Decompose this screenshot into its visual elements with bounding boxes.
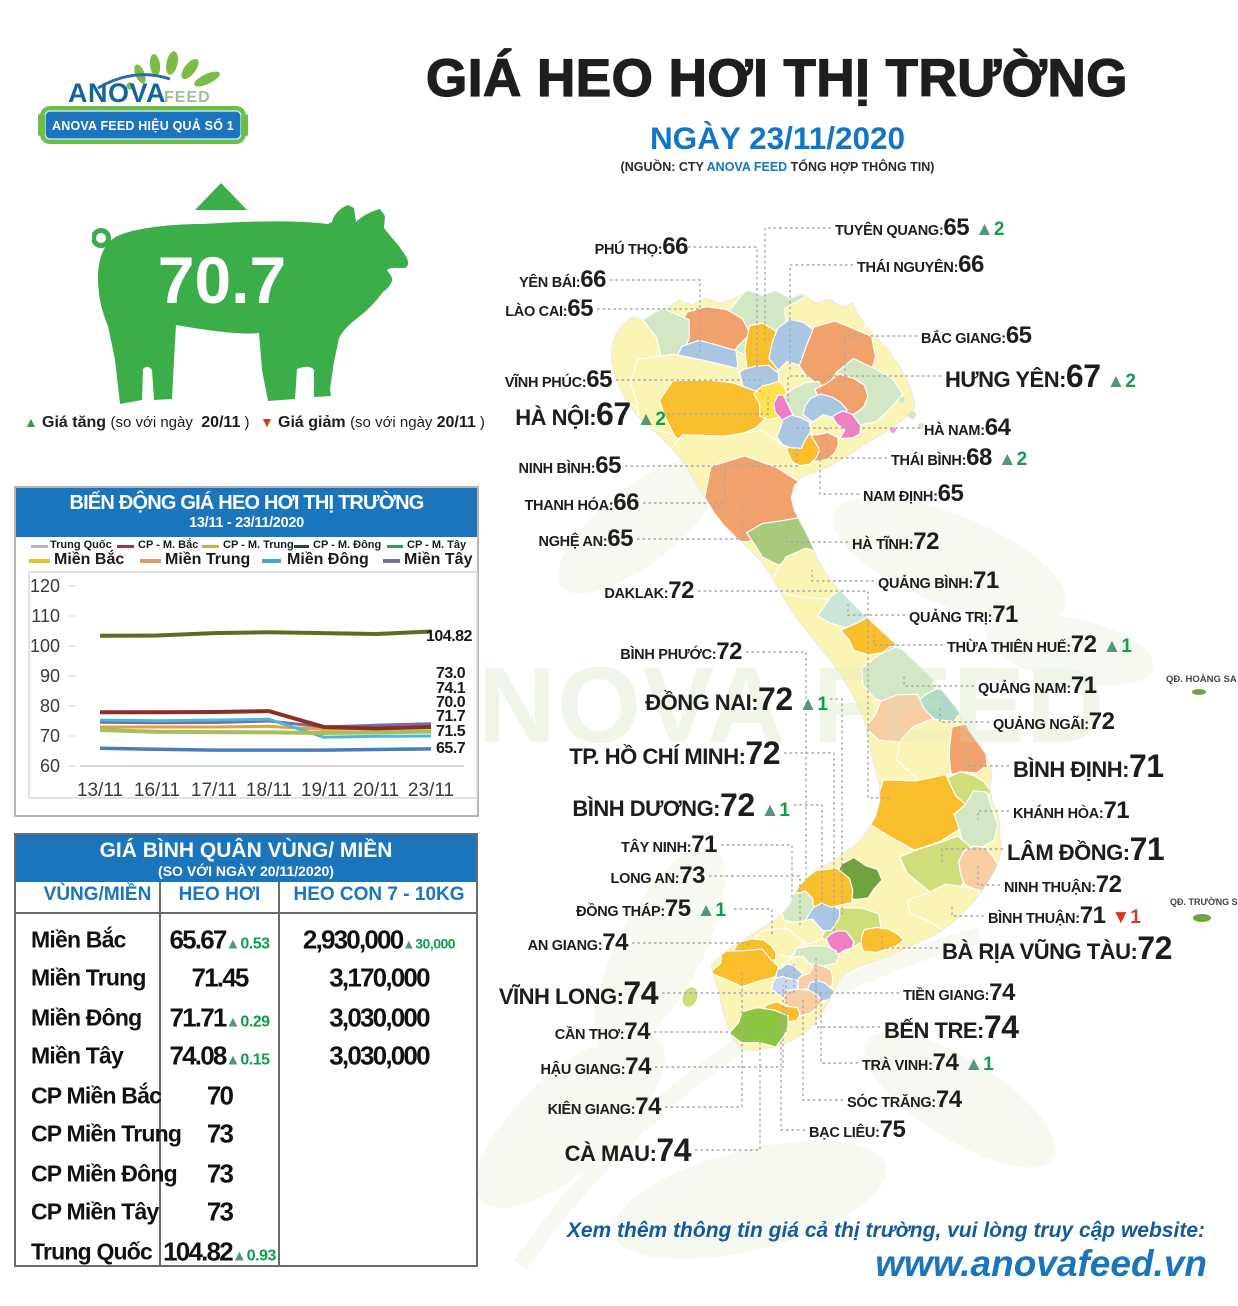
svg-text:18/11: 18/11 <box>246 780 292 801</box>
svg-text:90: 90 <box>40 666 60 686</box>
svg-text:NOVA FEED: NOVA FEED <box>478 644 1105 765</box>
svg-text:73.0: 73.0 <box>436 665 466 682</box>
svg-text:60: 60 <box>40 756 60 776</box>
svg-text:13/11: 13/11 <box>77 780 123 801</box>
svg-text:65.7: 65.7 <box>436 740 466 757</box>
svg-text:19/11: 19/11 <box>301 780 347 801</box>
svg-text:70: 70 <box>40 726 60 746</box>
svg-text:104.82: 104.82 <box>426 628 473 645</box>
svg-text:120: 120 <box>30 576 60 596</box>
svg-text:ANOVA FEED HIỆU QUẢ SỐ 1: ANOVA FEED HIỆU QUẢ SỐ 1 <box>52 118 234 133</box>
svg-text:ANOVA: ANOVA <box>68 78 166 108</box>
svg-text:110: 110 <box>31 606 60 626</box>
svg-text:16/11: 16/11 <box>134 780 180 801</box>
svg-text:NOVA FEED: NOVA FEED <box>478 644 1105 765</box>
svg-text:71.7: 71.7 <box>436 708 466 725</box>
svg-text:20/11: 20/11 <box>353 780 399 801</box>
svg-text:17/11: 17/11 <box>191 780 237 801</box>
svg-text:71.5: 71.5 <box>436 723 466 740</box>
svg-text:23/11: 23/11 <box>408 780 454 801</box>
svg-text:70.7: 70.7 <box>158 243 286 317</box>
svg-text:80: 80 <box>40 696 60 716</box>
svg-text:FEED: FEED <box>164 89 211 106</box>
svg-text:100: 100 <box>30 636 60 656</box>
svg-text:70.0: 70.0 <box>436 694 466 711</box>
svg-text:74.1: 74.1 <box>436 680 466 697</box>
